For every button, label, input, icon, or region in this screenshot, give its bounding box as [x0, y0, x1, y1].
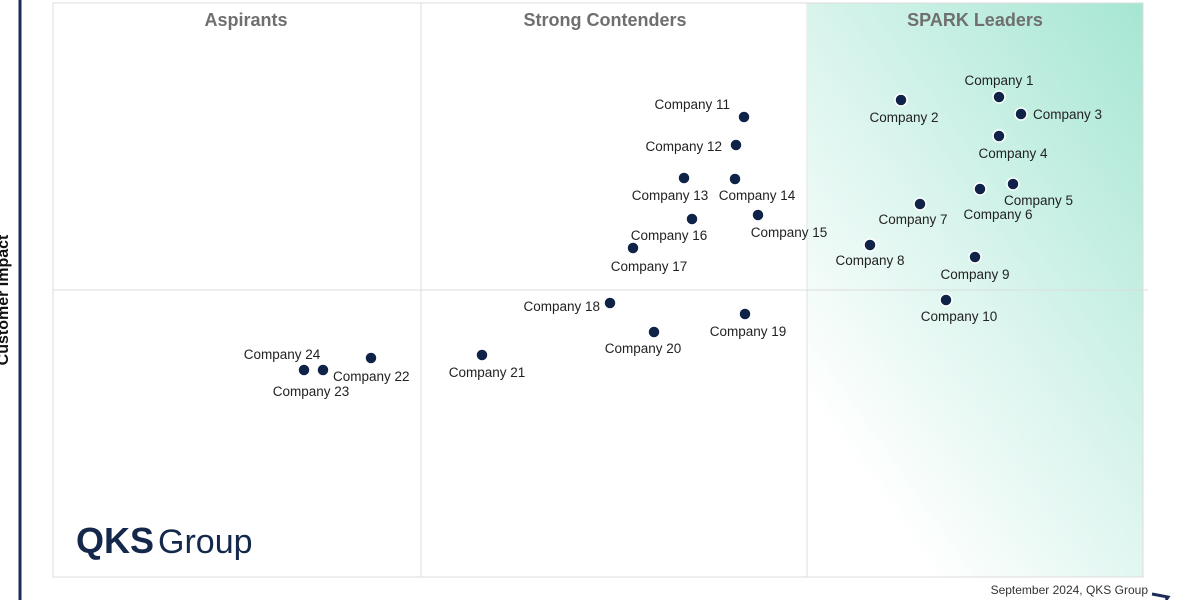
data-point-label: Company 21 — [449, 365, 526, 380]
data-point — [737, 110, 751, 124]
data-point-label: Company 2 — [869, 110, 938, 125]
data-point-label: Company 11 — [654, 97, 730, 112]
data-point-label: Company 7 — [878, 212, 947, 227]
data-point — [939, 293, 953, 307]
data-point-label: Company 14 — [719, 188, 796, 203]
quadrant-title-aspirants: Aspirants — [204, 10, 287, 30]
data-point — [751, 208, 765, 222]
data-point — [738, 307, 752, 321]
x-axis-arrow — [1151, 592, 1171, 600]
data-point-label: Company 18 — [523, 299, 600, 314]
data-point-label: Company 24 — [244, 347, 321, 362]
data-point — [603, 296, 617, 310]
data-point-label: Company 4 — [978, 146, 1048, 161]
data-point — [677, 171, 691, 185]
footer-source: September 2024, QKS Group — [991, 583, 1149, 597]
data-point — [475, 348, 489, 362]
data-point — [729, 138, 743, 152]
data-point-label: Company 3 — [1033, 107, 1102, 122]
data-point — [913, 197, 927, 211]
quadrant-title-spark-leaders: SPARK Leaders — [907, 10, 1043, 30]
data-point — [968, 250, 982, 264]
data-point — [685, 212, 699, 226]
logo-text-qks: QKS — [76, 520, 154, 561]
data-point-label: Company 8 — [835, 253, 904, 268]
data-point-label: Company 13 — [632, 188, 709, 203]
data-point-label: Company 1 — [964, 73, 1033, 88]
data-point — [728, 172, 742, 186]
quadrant-title-strong-contenders: Strong Contenders — [523, 10, 686, 30]
data-point-label: Company 6 — [963, 207, 1032, 222]
data-point-label: Company 22 — [333, 369, 410, 384]
data-point-label: Company 9 — [940, 267, 1009, 282]
data-point — [1006, 177, 1020, 191]
data-point-label: Company 10 — [921, 309, 998, 324]
data-point — [316, 363, 330, 377]
data-point-label: Company 20 — [605, 341, 682, 356]
data-point — [297, 363, 311, 377]
qks-logo: QKS Group — [76, 520, 253, 561]
data-point — [894, 93, 908, 107]
data-point-label: Company 17 — [611, 259, 688, 274]
data-point-label: Company 23 — [273, 384, 350, 399]
logo-text-group: Group — [158, 523, 253, 561]
data-point — [973, 182, 987, 196]
data-point-label: Company 5 — [1004, 193, 1073, 208]
data-point-label: Company 19 — [710, 324, 787, 339]
data-point — [626, 241, 640, 255]
data-point-label: Company 15 — [751, 225, 828, 240]
data-point-label: Company 16 — [631, 228, 708, 243]
data-point-label: Company 12 — [645, 139, 722, 154]
data-points: Company 1 Company 2 Company 3 Company 4 Comp… — [244, 73, 1102, 399]
data-point — [1014, 107, 1028, 121]
y-axis-title: Customer Impact — [0, 234, 12, 365]
data-point — [863, 238, 877, 252]
data-point — [992, 90, 1006, 104]
data-point — [647, 325, 661, 339]
data-point — [364, 351, 378, 365]
data-point — [992, 129, 1006, 143]
